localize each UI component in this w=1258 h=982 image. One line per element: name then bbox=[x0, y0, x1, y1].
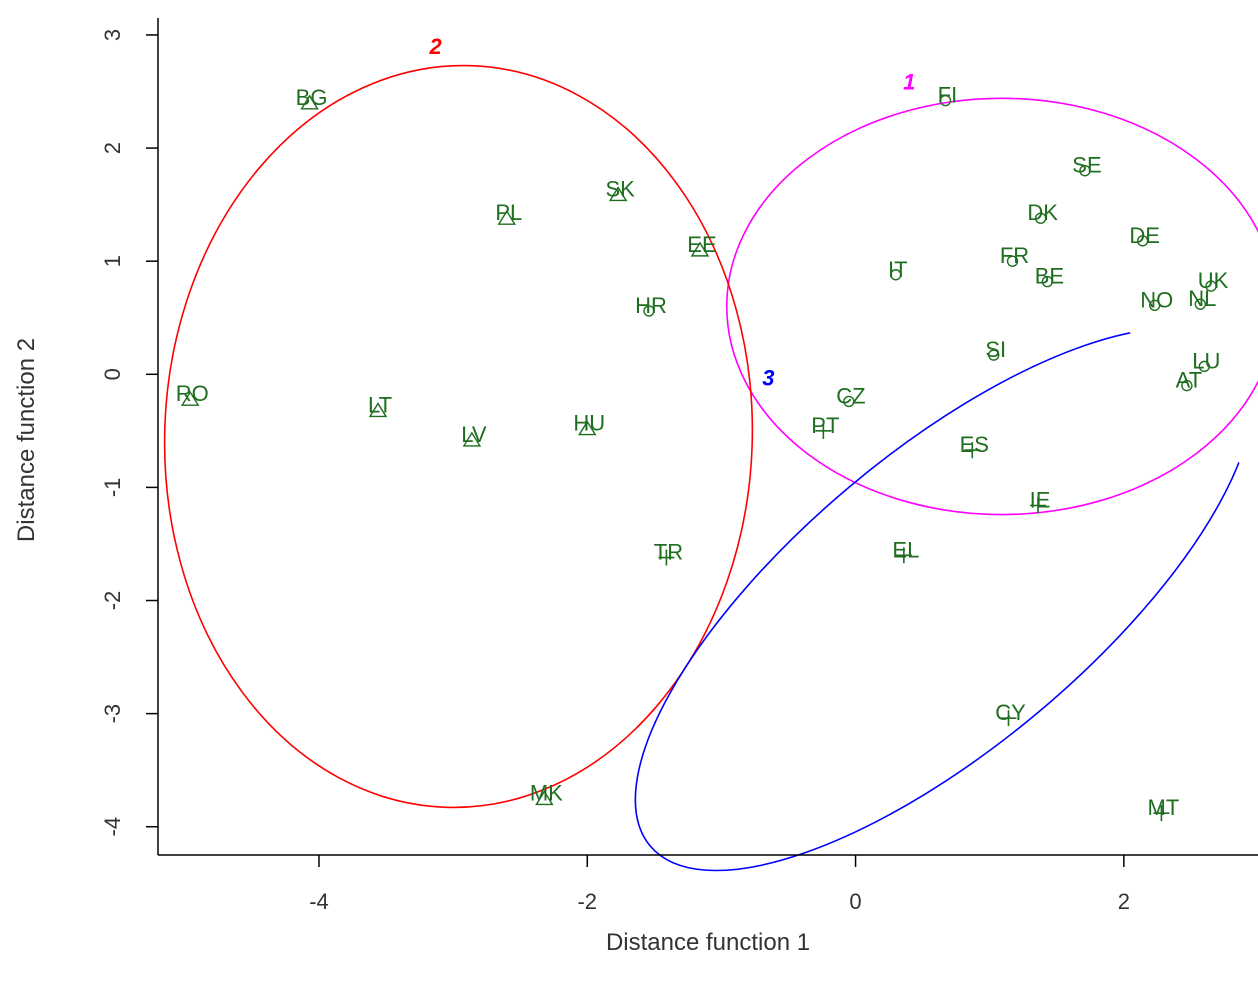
point-marker bbox=[1194, 298, 1207, 310]
point-marker bbox=[1198, 360, 1211, 373]
point-marker bbox=[535, 790, 554, 806]
point-label: ES bbox=[960, 432, 989, 457]
point-marker bbox=[843, 395, 855, 408]
point-label: MK bbox=[530, 780, 563, 805]
point-label: NL bbox=[1188, 286, 1216, 311]
point-marker bbox=[1205, 280, 1217, 292]
y-axis-title: Distance function 2 bbox=[13, 338, 40, 542]
x-tick-label: 0 bbox=[849, 889, 861, 914]
point-label: LV bbox=[461, 422, 487, 447]
point-label: AT bbox=[1176, 368, 1202, 393]
point-label: MT bbox=[1148, 795, 1180, 820]
point-label: EE bbox=[687, 232, 716, 257]
x-tick-label: -4 bbox=[309, 889, 329, 914]
point-label: SK bbox=[605, 176, 635, 201]
point-marker bbox=[300, 94, 319, 110]
y-tick-label: -1 bbox=[100, 478, 125, 498]
point-label: NO bbox=[1140, 287, 1173, 312]
x-axis-title: Distance function 1 bbox=[606, 929, 810, 956]
point-marker bbox=[988, 349, 1000, 361]
point-label: IT bbox=[888, 257, 908, 282]
point-marker bbox=[1153, 805, 1170, 822]
y-tick-label: -4 bbox=[100, 817, 125, 837]
point-label: DK bbox=[1027, 200, 1058, 225]
point-label: PT bbox=[811, 413, 839, 438]
y-tick-label: -2 bbox=[100, 591, 125, 611]
point-marker bbox=[1000, 710, 1017, 727]
point-label: BG bbox=[296, 85, 328, 110]
point-marker bbox=[1079, 164, 1091, 177]
point-marker bbox=[690, 241, 710, 257]
point-label: HU bbox=[573, 411, 605, 436]
point-label: SI bbox=[985, 337, 1006, 362]
point-marker bbox=[462, 431, 482, 447]
point-label: PL bbox=[495, 200, 522, 225]
point-label: LT bbox=[368, 392, 392, 417]
point-label: FR bbox=[1000, 243, 1029, 268]
group-1-ellipse bbox=[726, 97, 1258, 516]
group-2-label: 2 bbox=[429, 34, 443, 59]
point-marker bbox=[1006, 255, 1019, 267]
point-marker bbox=[643, 305, 655, 317]
point-marker bbox=[1149, 299, 1161, 311]
group-3-label: 3 bbox=[762, 366, 774, 391]
point-marker bbox=[180, 390, 200, 406]
point-marker bbox=[895, 547, 912, 564]
point-marker bbox=[658, 549, 675, 566]
point-label: EL bbox=[892, 537, 919, 562]
point-label: UK bbox=[1198, 268, 1229, 293]
point-marker bbox=[497, 209, 517, 225]
point-marker bbox=[815, 422, 832, 439]
point-label: SE bbox=[1072, 153, 1101, 178]
point-label: CY bbox=[995, 700, 1026, 725]
y-tick-label: 2 bbox=[100, 142, 125, 154]
point-marker bbox=[578, 420, 597, 436]
point-label: CZ bbox=[836, 383, 865, 408]
point-marker bbox=[1181, 379, 1193, 392]
point-label: DE bbox=[1129, 223, 1160, 248]
y-tick-label: -3 bbox=[100, 704, 125, 724]
point-label: LU bbox=[1192, 348, 1220, 373]
y-tick-label: 1 bbox=[100, 255, 125, 267]
y-tick-label: 3 bbox=[100, 29, 125, 41]
y-tick-label: 0 bbox=[100, 368, 125, 380]
point-marker bbox=[939, 94, 952, 107]
point-label: IE bbox=[1030, 487, 1051, 512]
point-label: TR bbox=[654, 540, 683, 565]
group-1-label: 1 bbox=[903, 69, 915, 94]
point-marker bbox=[608, 186, 628, 202]
axes: -4 -2 0 2 -4 -3 -2 -1 0 1 2 3 bbox=[100, 18, 1258, 914]
point-marker bbox=[1136, 235, 1149, 247]
point-marker bbox=[1041, 275, 1054, 288]
point-marker bbox=[368, 402, 388, 418]
point-marker bbox=[1034, 212, 1047, 224]
point-label: RO bbox=[176, 381, 209, 406]
x-tick-label: -2 bbox=[577, 889, 597, 914]
point-marker bbox=[964, 442, 981, 459]
point-label: BE bbox=[1035, 264, 1064, 289]
point-marker bbox=[890, 269, 902, 281]
group-2-ellipse bbox=[163, 64, 754, 809]
point-label: HR bbox=[635, 293, 667, 318]
point-label: FI bbox=[938, 83, 958, 108]
point-marker bbox=[1030, 497, 1046, 514]
x-tick-label: 2 bbox=[1118, 889, 1130, 914]
